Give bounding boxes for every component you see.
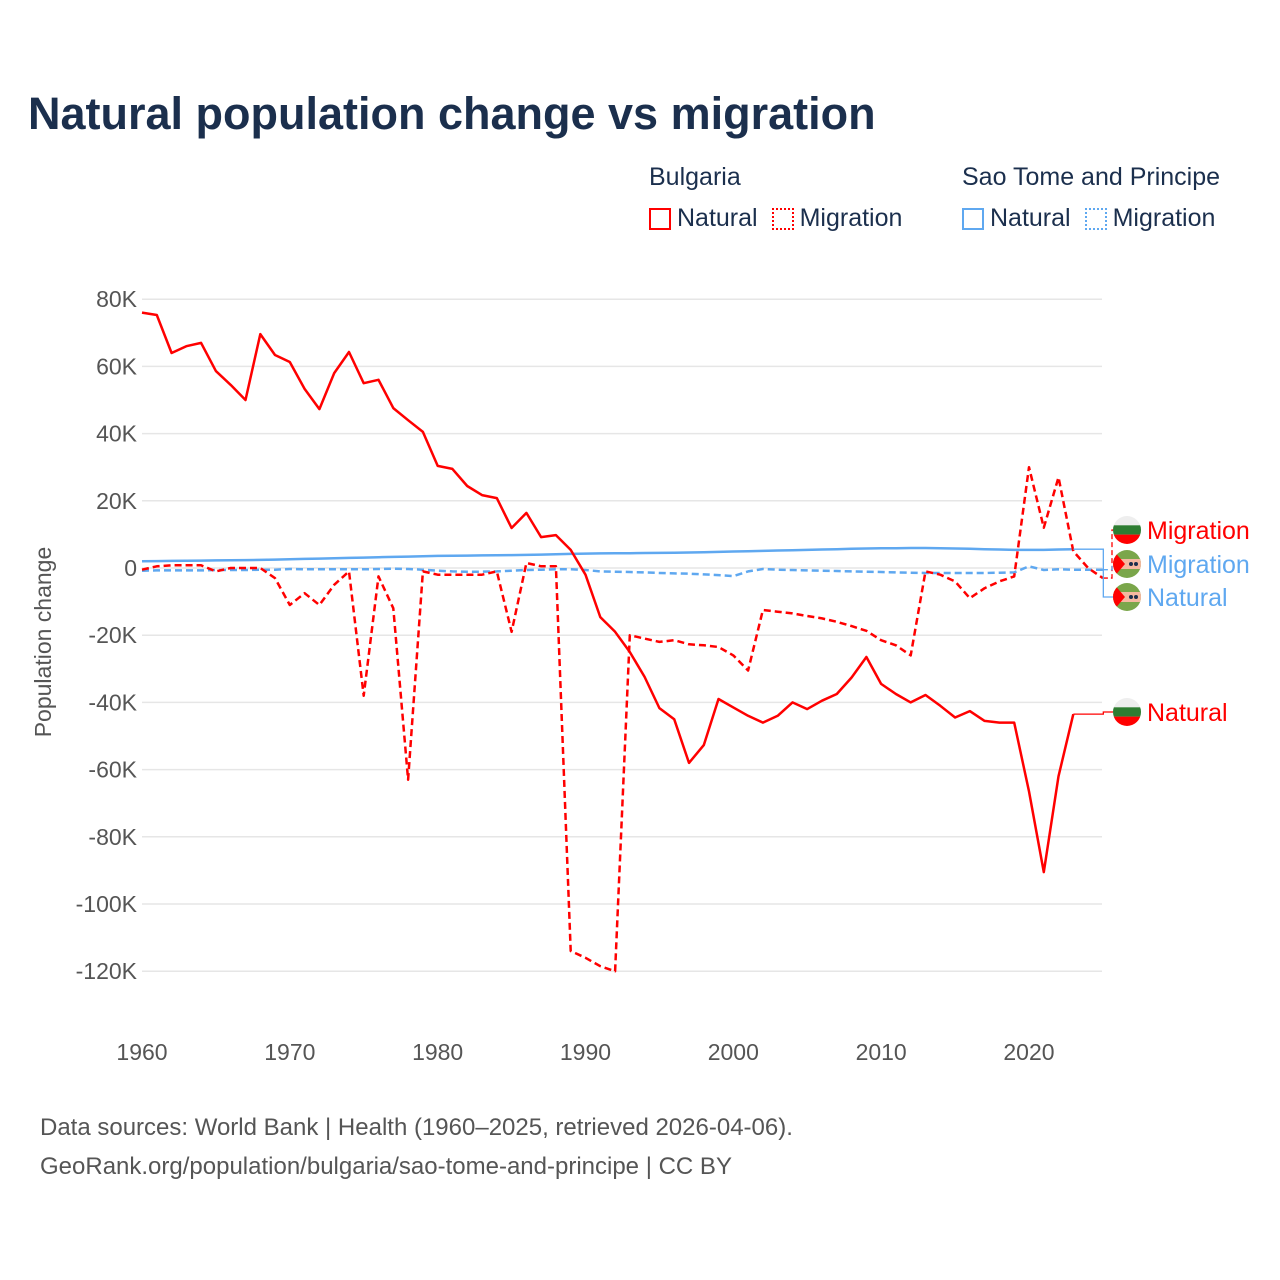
x-tick-label: 2010	[856, 1039, 907, 1065]
sao-tome-flag-icon	[1113, 550, 1141, 578]
y-axis-label: Population change	[30, 547, 56, 738]
series-end-label: Natural	[1147, 699, 1228, 727]
legend-label: Migration	[799, 204, 903, 232]
series-end-label: Migration	[1147, 551, 1250, 579]
footer: Data sources: World Bank | Health (1960–…	[40, 1108, 793, 1186]
y-tick-label: 20K	[96, 488, 138, 514]
series-line-sao-tome-and-principe-natural	[141, 546, 1074, 563]
solid-swatch-icon	[649, 207, 671, 230]
series-line-sao-tome-and-principe-migration	[141, 565, 1103, 578]
dotted-swatch-icon	[771, 207, 794, 230]
legend-group-sao-tome: Sao Tome and Principe Natural Migration	[962, 163, 1220, 233]
legend-label: Migration	[1112, 204, 1216, 232]
y-tick-label: -100K	[76, 891, 138, 917]
end-label-connector	[1073, 711, 1113, 715]
y-tick-label: -40K	[88, 689, 137, 715]
bulgaria-flag-icon	[1113, 516, 1141, 544]
y-tick-label: 0	[124, 555, 137, 581]
legend-item-stp-natural[interactable]: Natural	[962, 204, 1071, 233]
x-tick-label: 2000	[708, 1039, 759, 1065]
legend-group-title: Sao Tome and Principe	[962, 163, 1221, 191]
legend-group-title: Bulgaria	[649, 163, 741, 191]
end-label-connector	[1102, 563, 1113, 571]
series-line-bulgaria-natural	[141, 311, 1075, 874]
x-tick-label: 1960	[116, 1039, 167, 1065]
footer-url[interactable]: GeoRank.org/population/bulgaria/sao-tome…	[40, 1153, 732, 1180]
x-tick-label: 1980	[412, 1039, 463, 1065]
end-label-connector	[1102, 529, 1113, 579]
legend-item-stp-migration[interactable]: Migration	[1084, 204, 1216, 233]
y-tick-label: -80K	[88, 824, 137, 850]
bulgaria-flag-icon	[1113, 698, 1141, 726]
legend-group-bulgaria: Bulgaria Natural Migration	[649, 163, 902, 233]
x-tick-label: 1970	[264, 1039, 315, 1065]
legend-item-bulgaria-migration[interactable]: Migration	[771, 204, 903, 233]
x-tick-label: 1990	[560, 1039, 611, 1065]
legend-item-bulgaria-natural[interactable]: Natural	[649, 204, 758, 233]
sao-tome-flag-icon	[1113, 583, 1141, 611]
legend-label: Natural	[990, 204, 1071, 232]
solid-swatch-icon	[962, 207, 984, 230]
footer-sources: Data sources: World Bank | Health (1960–…	[40, 1114, 793, 1141]
series-line-bulgaria-migration	[141, 465, 1104, 973]
y-tick-label: -60K	[88, 757, 137, 783]
y-tick-label: 80K	[96, 286, 138, 312]
y-tick-label: 40K	[96, 421, 138, 447]
y-tick-label: 60K	[96, 353, 138, 379]
series-end-label: Migration	[1147, 517, 1250, 545]
series-end-label: Natural	[1147, 584, 1228, 612]
y-tick-label: -120K	[76, 958, 138, 984]
dotted-swatch-icon	[1084, 207, 1107, 230]
x-tick-label: 2020	[1003, 1039, 1054, 1065]
chart-title: Natural population change vs migration	[28, 88, 876, 139]
y-tick-label: -20K	[88, 622, 137, 648]
legend-label: Natural	[677, 204, 758, 232]
end-label-connector	[1073, 548, 1113, 598]
